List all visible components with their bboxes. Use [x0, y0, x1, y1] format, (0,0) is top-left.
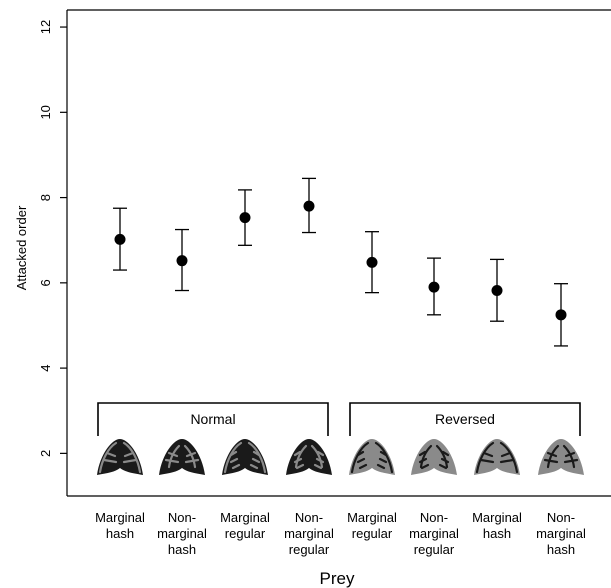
x-category-label-line: regular [225, 526, 266, 541]
moth-wing-shape [349, 439, 395, 475]
moth-wing-shape [159, 439, 205, 475]
moth-mark [122, 441, 142, 474]
moth-mark [183, 444, 197, 469]
moth-mark [98, 441, 118, 474]
moth-mark [479, 451, 515, 464]
x-axis-title: Prey [320, 569, 355, 588]
mean-point [428, 281, 440, 293]
mean-point [176, 255, 188, 267]
y-axis-title: Attacked order [14, 205, 29, 290]
moth-mark [475, 441, 495, 474]
y-ticks: 2 4 6 8 10 12 [38, 20, 67, 457]
moth-icon [159, 439, 205, 475]
moth-mark [435, 444, 449, 469]
mean-point [366, 256, 378, 268]
moth-wing-shape [474, 439, 520, 475]
x-category-label-line: regular [289, 542, 330, 557]
x-category-label-line: Marginal [220, 510, 270, 525]
x-category-label: Non-marginal regular [409, 510, 459, 557]
moth-mark [499, 441, 519, 474]
x-category-label: Non-marginal regular [284, 510, 334, 557]
group-bracket [97, 402, 329, 436]
moth-wing-shape [286, 439, 332, 475]
y-tick-label: 12 [38, 20, 53, 34]
moth-mark [418, 450, 450, 470]
x-category-label-line: Marginal [95, 510, 145, 525]
x-category-label-line: Marginal [472, 510, 522, 525]
moth-mark [543, 451, 579, 464]
moth-mark [164, 451, 200, 464]
mean-point [555, 309, 567, 321]
moth-mark [356, 450, 388, 470]
moth-wing-shape [538, 439, 584, 475]
moth-icon [97, 439, 143, 475]
moth-icon [474, 439, 520, 475]
x-category-label-line: Non- [168, 510, 196, 525]
group-bracket [349, 402, 581, 436]
mean-point [239, 212, 251, 224]
moth-mark [293, 450, 325, 470]
x-category-label-line: marginal [284, 526, 334, 541]
x-category-label-line: Marginal [347, 510, 397, 525]
group-brackets: Normal Reversed [97, 402, 581, 436]
data-marks [113, 177, 568, 347]
moth-mark [419, 444, 433, 469]
moth-mark [310, 444, 324, 469]
x-category-label-line: regular [352, 526, 393, 541]
mean-point [491, 285, 503, 297]
x-category-label: Marginal regular [220, 510, 270, 541]
x-category-label: Marginal hash [472, 510, 522, 541]
moth-icon [222, 439, 268, 475]
moth-icons [97, 439, 584, 475]
x-category-label-line: hash [483, 526, 511, 541]
y-tick-label: 10 [38, 105, 53, 119]
moth-mark [229, 450, 261, 470]
y-tick-label: 2 [38, 450, 53, 457]
x-category-label-line: marginal [409, 526, 459, 541]
moth-mark [102, 451, 138, 464]
x-category-label: Marginal hash [95, 510, 145, 541]
x-category-label: Non-marginal hash [157, 510, 207, 557]
x-category-label-line: hash [168, 542, 196, 557]
x-category-label-line: hash [106, 526, 134, 541]
moth-icon [349, 439, 395, 475]
x-category-label-line: marginal [157, 526, 207, 541]
x-category-label-line: Non- [295, 510, 323, 525]
x-category-label-line: Non- [420, 510, 448, 525]
moth-wing-shape [222, 439, 268, 475]
mean-point [114, 233, 126, 245]
moth-mark [562, 444, 576, 469]
mean-point [303, 200, 315, 212]
moth-mark [167, 444, 181, 469]
x-category-label-line: hash [547, 542, 575, 557]
y-tick-label: 6 [38, 279, 53, 286]
axes [66, 9, 611, 497]
moth-mark [546, 444, 560, 469]
x-category-label-line: regular [414, 542, 455, 557]
moth-icon [411, 439, 457, 475]
x-category-label: Non-marginal hash [536, 510, 586, 557]
group-label: Reversed [435, 411, 495, 427]
y-tick-label: 8 [38, 194, 53, 201]
y-tick-label: 4 [38, 364, 53, 371]
moth-wing-shape [97, 439, 143, 475]
x-category-label-line: Non- [547, 510, 575, 525]
moth-icon [286, 439, 332, 475]
group-label: Normal [190, 411, 235, 427]
x-category-label-line: marginal [536, 526, 586, 541]
moth-wing-shape [411, 439, 457, 475]
moth-icon [538, 439, 584, 475]
x-category-label: Marginal regular [347, 510, 397, 541]
moth-mark [294, 444, 308, 469]
